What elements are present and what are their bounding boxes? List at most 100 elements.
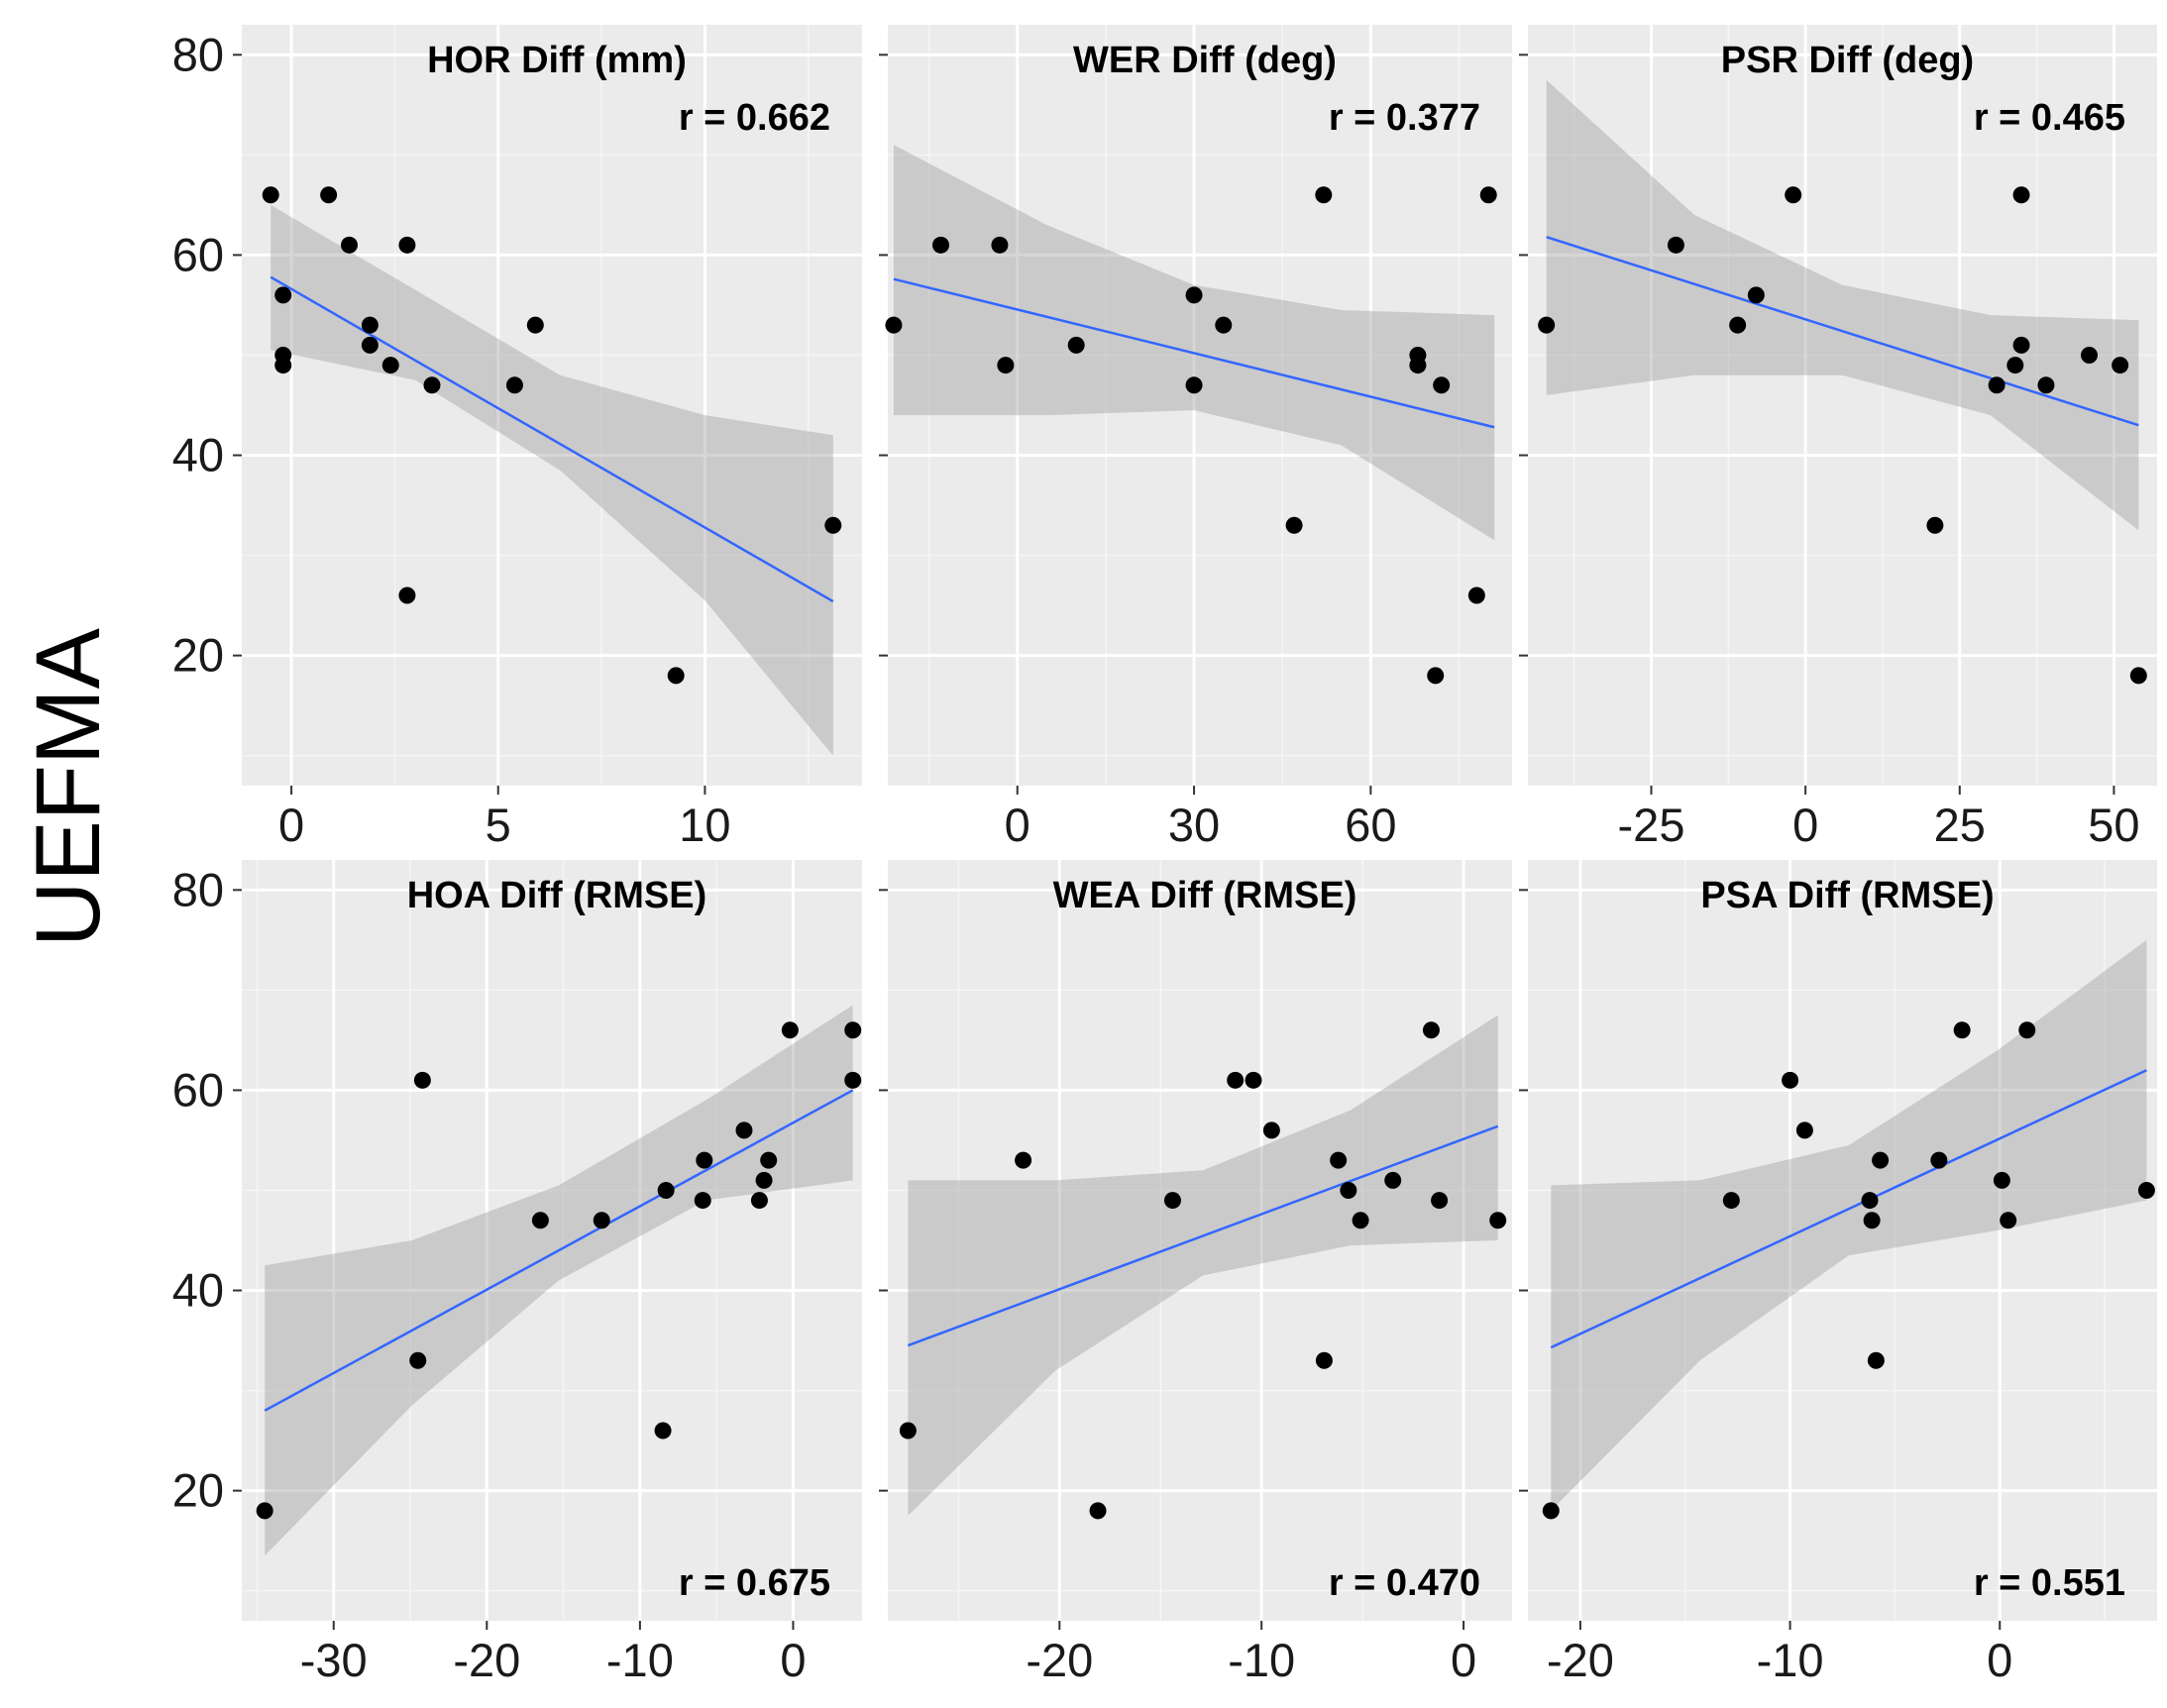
x-tick-label: 10: [679, 799, 730, 851]
panel-5: -20 -10 0 WEA Diff (RMSE) r = 0.470: [879, 860, 1512, 1686]
data-point: [2012, 336, 2030, 354]
data-point: [1479, 186, 1497, 204]
data-point: [844, 1021, 862, 1039]
panel-title: WER Diff (deg): [1073, 40, 1337, 81]
data-point: [844, 1071, 862, 1089]
correlation-label: r = 0.551: [1974, 1562, 2125, 1604]
data-point: [1542, 1502, 1560, 1520]
data-point: [696, 1151, 713, 1169]
regression-line: [1550, 1069, 2147, 1349]
data-point: [1747, 286, 1765, 304]
panel-3: -25 0 25 50 PSR Diff (deg)r = 0.465: [1519, 25, 2157, 851]
data-point: [398, 587, 416, 604]
data-point: [531, 1212, 549, 1229]
x-tick-label: -20: [453, 1634, 520, 1686]
data-point: [526, 316, 544, 334]
data-point: [1315, 1351, 1333, 1369]
panel-background: [1528, 860, 2157, 1621]
data-point: [1867, 1351, 1885, 1369]
panel-1: 0 5 10 20 40 60 80 HOR Diff (mm) r = 0.662: [172, 25, 862, 851]
data-point: [1467, 587, 1485, 604]
x-tick-label: 0: [1987, 1634, 2012, 1686]
confidence-band: [1546, 79, 2139, 531]
data-point: [694, 1192, 711, 1210]
x-tick-label: 0: [780, 1634, 806, 1686]
data-point: [1988, 376, 2005, 394]
confidence-band: [265, 1005, 853, 1556]
y-tick-label: 60: [172, 1063, 224, 1116]
data-point: [1163, 1192, 1181, 1210]
data-point: [2112, 357, 2129, 374]
data-point: [1538, 316, 1556, 334]
data-point: [1245, 1071, 1262, 1089]
y-tick-label: 40: [172, 1264, 224, 1317]
data-point: [885, 316, 903, 334]
panel-2: 0 30 60 WER Diff (deg) r = 0.377: [879, 25, 1512, 851]
panel-title: PSR Diff (deg): [1721, 40, 1974, 81]
data-point: [1872, 1151, 1890, 1169]
data-point: [1067, 336, 1085, 354]
correlation-label: r = 0.377: [1329, 97, 1480, 139]
data-point: [1315, 186, 1333, 204]
data-point: [667, 667, 685, 685]
data-point: [1185, 376, 1203, 394]
data-point: [1185, 286, 1203, 304]
panel-6: -20 -10 0 PSA Diff (RMSE) r = 0.551: [1519, 860, 2157, 1686]
y-tick-label: 80: [172, 863, 224, 915]
panel-title: PSA Diff (RMSE): [1700, 875, 1994, 916]
x-tick-label: -20: [1547, 1634, 1614, 1686]
x-tick-label: -10: [1757, 1634, 1824, 1686]
y-tick-label: 20: [172, 1464, 224, 1517]
data-point: [1993, 1171, 2010, 1189]
data-point: [1953, 1021, 1971, 1039]
confidence-band: [893, 145, 1495, 541]
x-tick-label: 0: [1451, 1634, 1476, 1686]
x-tick-label: -25: [1618, 799, 1685, 851]
data-point: [2018, 1021, 2036, 1039]
data-point: [361, 316, 379, 334]
data-point: [2129, 667, 2147, 685]
data-point: [381, 357, 399, 374]
data-point: [1409, 357, 1427, 374]
confidence-band: [1551, 939, 2147, 1511]
correlation-label: r = 0.465: [1974, 97, 2125, 139]
panel-title: WEA Diff (RMSE): [1053, 875, 1357, 916]
regression-line: [264, 1089, 854, 1412]
y-tick-label: 60: [172, 228, 224, 280]
data-point: [824, 516, 842, 534]
data-point: [1427, 667, 1445, 685]
data-point: [1729, 316, 1747, 334]
regression-line: [907, 1124, 1499, 1347]
data-point: [423, 376, 441, 394]
data-point: [2000, 1212, 2017, 1229]
panel-background: [1528, 25, 2157, 786]
data-point: [2137, 1181, 2155, 1199]
confidence-band: [271, 204, 833, 756]
data-point: [1861, 1192, 1879, 1210]
data-point: [1930, 1151, 1948, 1169]
data-point: [991, 236, 1009, 254]
data-point: [1422, 1021, 1440, 1039]
data-point: [1330, 1151, 1348, 1169]
panel-background: [888, 860, 1512, 1621]
data-point: [1431, 1192, 1449, 1210]
data-point: [1722, 1192, 1740, 1210]
data-point: [1782, 1071, 1799, 1089]
data-point: [256, 1502, 273, 1520]
data-point: [2037, 376, 2055, 394]
data-point: [1667, 236, 1684, 254]
data-point: [781, 1021, 799, 1039]
data-point: [593, 1212, 610, 1229]
data-point: [2006, 357, 2024, 374]
data-point: [274, 357, 292, 374]
panel-title: HOR Diff (mm): [427, 40, 687, 81]
data-point: [899, 1422, 917, 1440]
y-tick-label: 40: [172, 429, 224, 481]
data-point: [1227, 1071, 1245, 1089]
data-point: [1926, 516, 1944, 534]
data-point: [1433, 376, 1451, 394]
data-point: [1215, 316, 1233, 334]
confidence-band: [908, 1014, 1498, 1516]
data-point: [1089, 1502, 1107, 1520]
data-point: [657, 1181, 675, 1199]
